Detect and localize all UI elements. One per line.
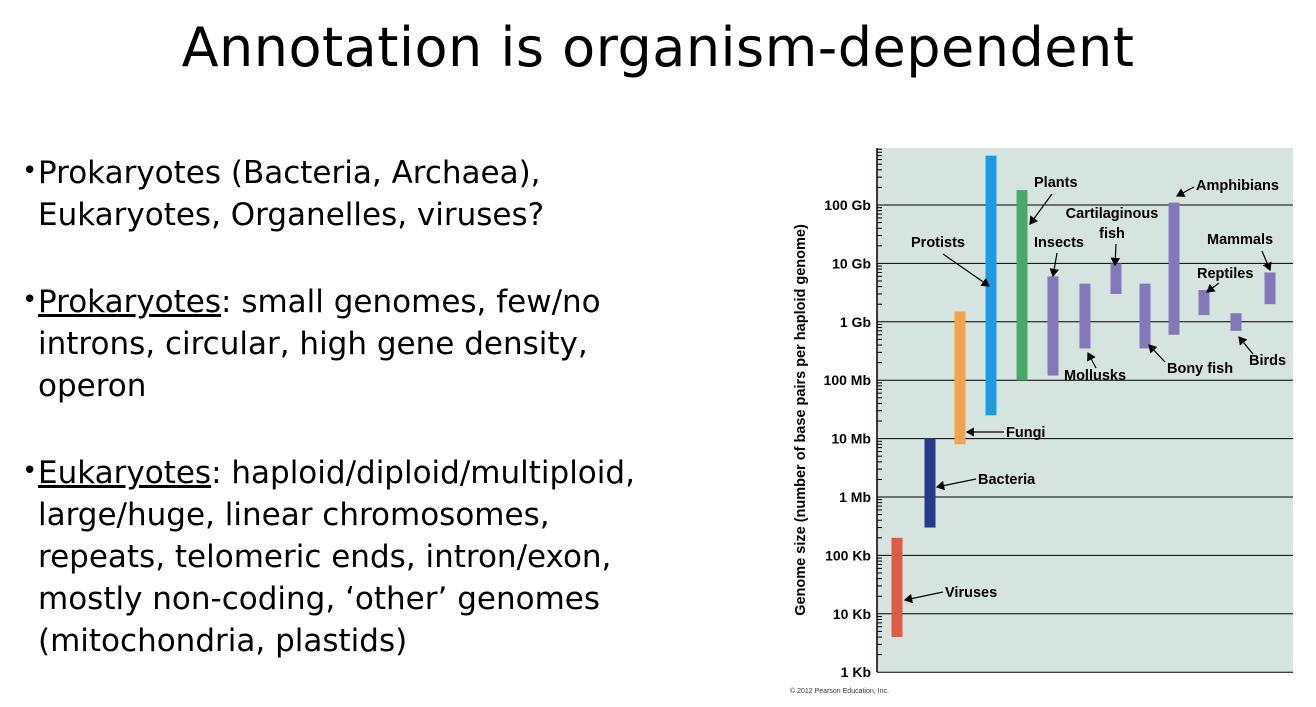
- slide-title: Annotation is organism-dependent: [181, 16, 1135, 79]
- plot-background: [877, 148, 1293, 672]
- bullet-line: large/huge, linear chromosomes,: [38, 497, 550, 533]
- label-arrow: [942, 253, 990, 287]
- bar-reptiles: [1198, 290, 1210, 316]
- label-arrow: [1175, 186, 1195, 197]
- bar-protists: [985, 155, 997, 416]
- series-label: Protists: [911, 235, 965, 251]
- series-label: Reptiles: [1197, 266, 1253, 282]
- label-arrow: [1261, 250, 1272, 272]
- bar-mammals: [1264, 272, 1276, 305]
- label-arrow: [1087, 351, 1097, 369]
- y-tick-label: 1 Gb: [840, 314, 871, 330]
- bar-viruses: [891, 537, 903, 638]
- bar-birds: [1230, 313, 1242, 331]
- bullet-line: Eukaryotes, Organelles, viruses?: [38, 197, 545, 233]
- label-arrow: [903, 591, 944, 604]
- series-label: Viruses: [945, 585, 997, 601]
- series-label: Birds: [1249, 353, 1286, 369]
- series-label: Plants: [1034, 175, 1078, 191]
- y-tick-label: 10 Mb: [831, 431, 871, 447]
- bullet-line: (mitochondria, plastids): [38, 623, 408, 659]
- bar-cartilaginous-fish: [1110, 263, 1122, 294]
- label-arrow: [935, 478, 977, 491]
- bar-plants: [1016, 190, 1028, 381]
- bullet-line: mostly non-coding, ‘other’ genomes: [38, 581, 600, 617]
- bullet-dot: •: [22, 285, 38, 315]
- bar-amphibians: [1168, 202, 1180, 335]
- bullet-item: • Prokaryotes: small genomes, few/no int…: [22, 281, 742, 407]
- bullet-dot: •: [22, 456, 38, 486]
- bullet-text: : small genomes, few/no: [221, 284, 601, 320]
- label-arrow: [1029, 193, 1053, 225]
- bullet-term: Prokaryotes: [38, 284, 222, 320]
- label-arrow: [1148, 344, 1166, 363]
- genome-size-chart: 1 Kb 10 Kb 100 Kb 1 Mb 10 Mb 100 Mb 1 Gb 10 Gb 1…: [790, 148, 1293, 695]
- y-tick-label: 10 Kb: [833, 606, 871, 622]
- bullet-item: • Eukaryotes: haploid/diploid/multiploid…: [22, 452, 742, 662]
- series-label: Bony fish: [1167, 361, 1233, 377]
- label-arrow: [1238, 336, 1254, 355]
- y-tick-label: 10 Gb: [832, 255, 871, 271]
- bar-mollusks: [1079, 283, 1091, 349]
- y-tick-label: 1 Mb: [839, 489, 871, 505]
- bullet-line: Prokaryotes (Bacteria, Archaea),: [38, 155, 541, 191]
- bar-bony-fish: [1139, 283, 1151, 349]
- copyright-text: © 2012 Pearson Education, Inc.: [790, 687, 889, 695]
- bullet-line: repeats, telomeric ends, intron/exon,: [38, 539, 612, 575]
- series-label: Amphibians: [1196, 178, 1279, 194]
- y-tick-label: 100 Gb: [824, 197, 871, 213]
- series-label: Cartilaginous fish: [1066, 206, 1159, 242]
- y-axis-label: Genome size (number of base pairs per ha…: [793, 224, 809, 616]
- series-label: Bacteria: [978, 472, 1036, 488]
- y-tick-label: 100 Mb: [824, 372, 871, 388]
- bullet-item: • Prokaryotes (Bacteria, Archaea), Eukar…: [22, 152, 742, 236]
- y-tick-label: 1 Kb: [841, 664, 871, 680]
- bar-bacteria: [924, 438, 936, 528]
- label-arrow: [1206, 282, 1220, 293]
- bullet-line: operon: [38, 368, 147, 404]
- series-label: Mollusks: [1064, 368, 1126, 384]
- bullet-line: introns, circular, high gene density,: [38, 326, 588, 362]
- series-label: Insects: [1034, 235, 1084, 251]
- bullet-line: Eukaryotes: haploid/diploid/multiploid,: [38, 452, 742, 494]
- bullet-term: Eukaryotes: [38, 455, 212, 491]
- bullet-line: Prokaryotes: small genomes, few/no: [38, 281, 742, 323]
- bar-fungi: [954, 311, 966, 445]
- y-tick-label: 100 Kb: [825, 547, 871, 563]
- series-label: Fungi: [1006, 425, 1045, 441]
- bullet-dot: •: [22, 156, 38, 186]
- label-arrow: [1110, 243, 1121, 267]
- bullet-list: • Prokaryotes (Bacteria, Archaea), Eukar…: [22, 152, 742, 707]
- bar-insects: [1047, 276, 1059, 376]
- bullet-text: : haploid/diploid/multiploid,: [211, 455, 635, 491]
- label-arrow: [1049, 252, 1059, 278]
- series-label: Mammals: [1207, 232, 1273, 248]
